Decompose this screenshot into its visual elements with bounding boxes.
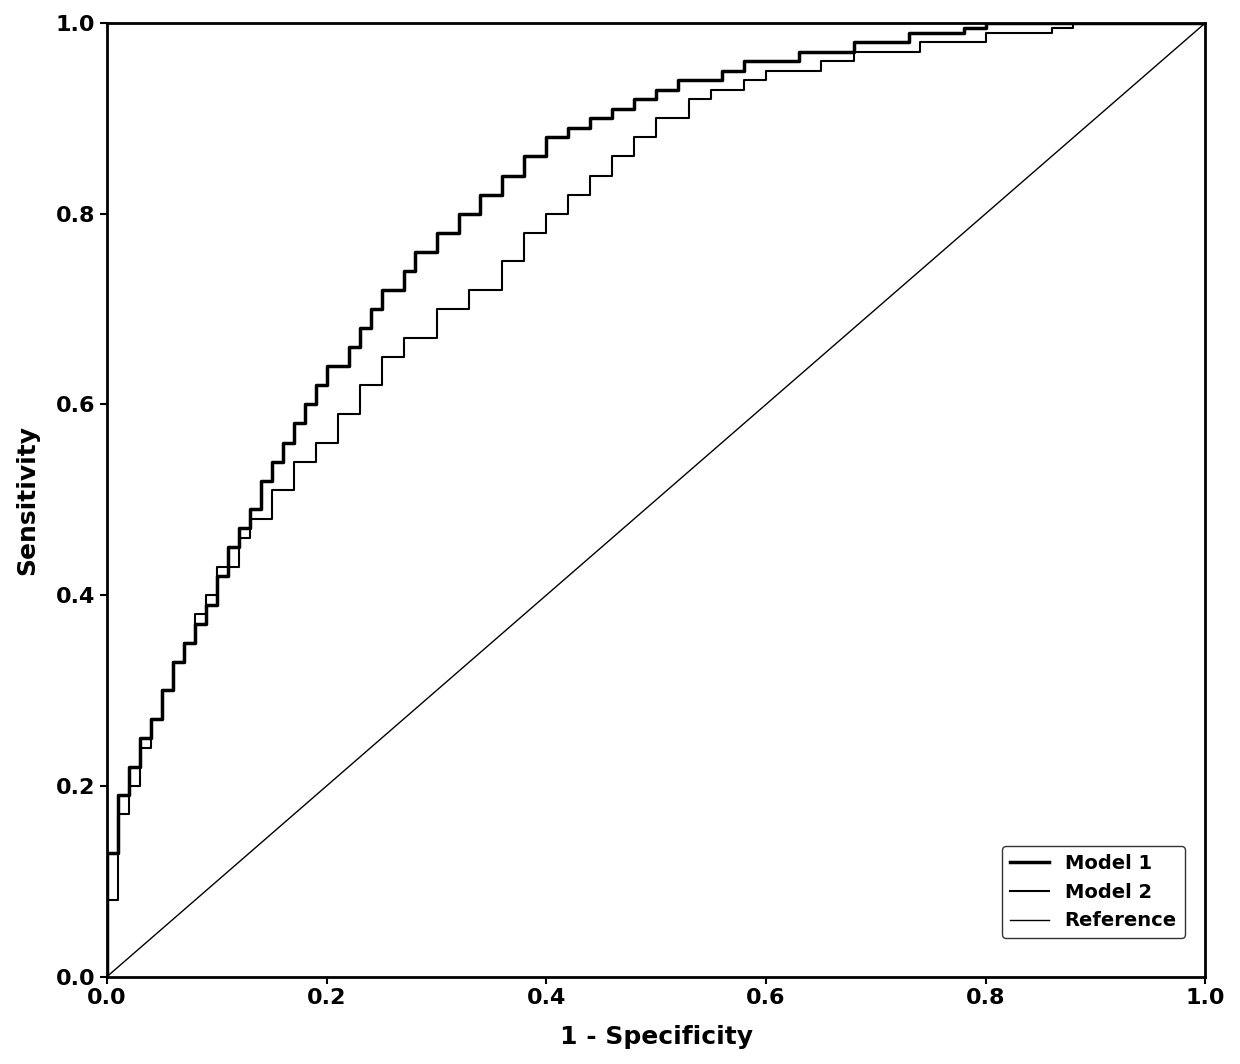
Y-axis label: Sensitivity: Sensitivity: [15, 425, 38, 575]
X-axis label: 1 - Specificity: 1 - Specificity: [559, 1025, 753, 1049]
Legend: Model 1, Model 2, Reference: Model 1, Model 2, Reference: [1002, 846, 1184, 938]
